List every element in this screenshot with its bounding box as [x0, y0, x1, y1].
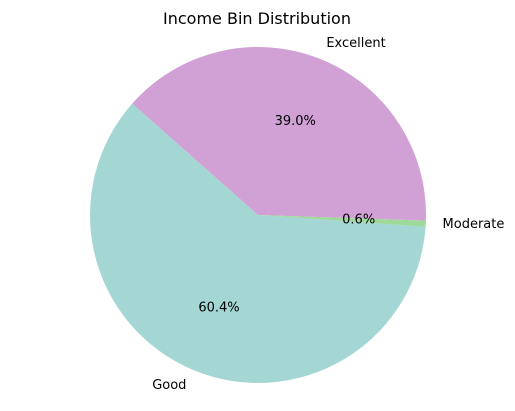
slice-label-good: Good [152, 378, 186, 393]
slice-pct-excellent: 39.0% [275, 114, 316, 129]
pie-labels: Excellent 39.0% Good 60.4% Moderate 0.6% [152, 36, 504, 393]
slice-label-moderate: Moderate [443, 217, 505, 232]
pie-slice-moderate [258, 215, 426, 227]
slice-pct-moderate: 0.6% [342, 213, 375, 228]
slice-pct-good: 60.4% [198, 300, 239, 315]
pie-slice-good [90, 103, 426, 383]
pie-slice-excellent [132, 47, 426, 221]
chart-title: Income Bin Distribution [163, 9, 351, 28]
pie-slices [90, 47, 426, 383]
slice-label-excellent: Excellent [326, 36, 385, 51]
